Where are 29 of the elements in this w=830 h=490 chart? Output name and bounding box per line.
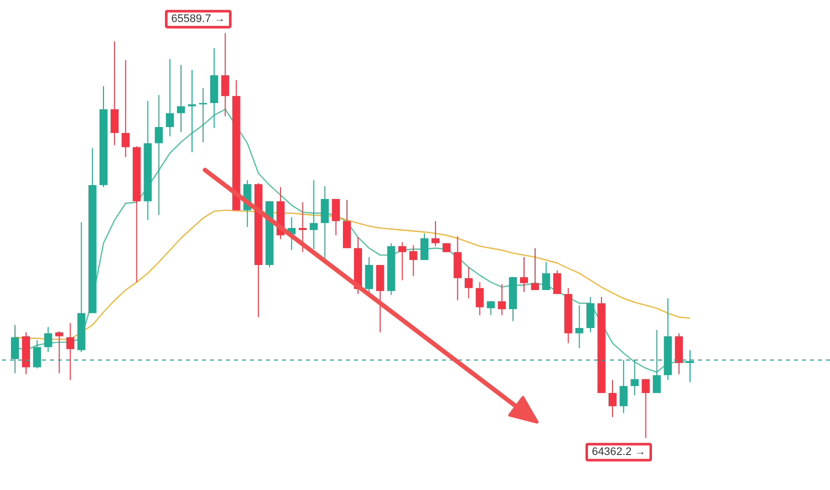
candlestick	[476, 282, 484, 316]
candlestick	[221, 32, 230, 117]
candlestick	[520, 256, 528, 293]
candlestick	[608, 380, 617, 418]
candlestick	[542, 261, 550, 291]
candlestick	[176, 64, 185, 132]
candlestick	[154, 94, 163, 216]
candlestick	[110, 40, 119, 146]
candlestick	[531, 248, 540, 291]
candlestick	[66, 322, 74, 381]
candlestick	[553, 270, 562, 294]
candlestick	[642, 378, 650, 439]
candlestick	[398, 242, 406, 281]
candlestick	[431, 220, 440, 247]
candlestick	[166, 58, 174, 137]
annotation: 65589.7 →	[171, 13, 226, 26]
candlestick	[298, 202, 307, 253]
candlestick	[498, 284, 506, 316]
candlestick	[575, 304, 584, 349]
candlestick	[199, 88, 208, 143]
candlestick	[486, 300, 495, 316]
candlestick	[420, 232, 428, 261]
candlestick	[44, 326, 52, 353]
annotation: 64362.2 →	[592, 446, 646, 458]
candlestick	[409, 244, 418, 277]
candlestick	[464, 266, 473, 299]
candlestick	[122, 60, 130, 158]
candlestick	[332, 198, 340, 236]
candlestick	[310, 180, 318, 250]
